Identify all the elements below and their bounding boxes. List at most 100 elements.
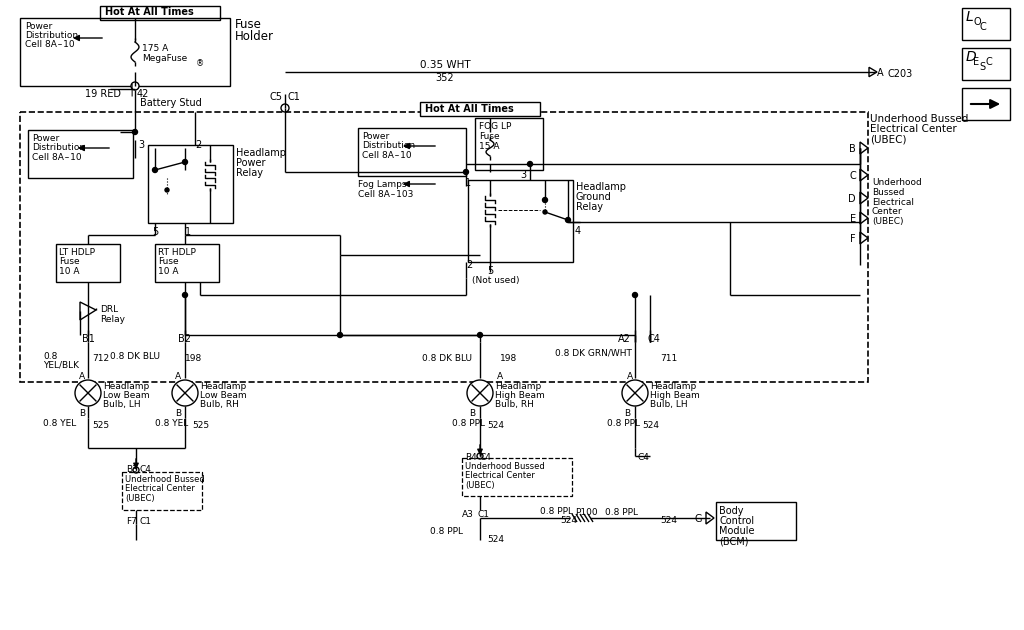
Text: Body: Body: [719, 506, 743, 516]
Text: Headlamp: Headlamp: [200, 382, 246, 391]
Text: Low Beam: Low Beam: [103, 391, 150, 400]
Text: 0.8 DK GRN/WHT: 0.8 DK GRN/WHT: [555, 349, 632, 358]
Text: Bulb, RH: Bulb, RH: [200, 400, 239, 409]
Circle shape: [75, 380, 101, 406]
Text: Bulb, RH: Bulb, RH: [495, 400, 534, 409]
Text: Electrical Center: Electrical Center: [465, 471, 535, 480]
Bar: [148, 145, 233, 223]
Text: 352: 352: [435, 73, 454, 83]
Bar: [962, 48, 1010, 80]
Text: Underhood Bussed: Underhood Bussed: [870, 114, 969, 124]
Text: B: B: [79, 409, 85, 418]
Circle shape: [131, 82, 139, 90]
Text: Fuse: Fuse: [59, 257, 80, 266]
Polygon shape: [869, 67, 877, 77]
Circle shape: [565, 217, 570, 222]
Text: A: A: [175, 372, 181, 381]
Circle shape: [172, 380, 198, 406]
Text: 0.8: 0.8: [43, 352, 57, 361]
Text: Fuse: Fuse: [479, 132, 500, 141]
Text: 198: 198: [185, 354, 203, 363]
Text: 524: 524: [487, 535, 504, 544]
Text: B: B: [849, 144, 856, 154]
Text: 524: 524: [487, 421, 504, 430]
Text: 175 A: 175 A: [142, 44, 168, 53]
Text: E: E: [973, 57, 979, 67]
Polygon shape: [860, 232, 868, 244]
Text: Electrical Center: Electrical Center: [870, 124, 956, 134]
Text: Relay: Relay: [100, 315, 125, 324]
Text: 3: 3: [520, 170, 526, 180]
Text: 2: 2: [466, 260, 472, 270]
Circle shape: [182, 292, 187, 297]
Text: (UBEC): (UBEC): [465, 481, 495, 490]
Circle shape: [338, 333, 342, 338]
Text: 0.8 PPL: 0.8 PPL: [605, 508, 638, 517]
Text: C1: C1: [287, 92, 300, 102]
Text: 711: 711: [660, 354, 677, 363]
Text: Power: Power: [32, 134, 59, 143]
Text: DRL: DRL: [100, 305, 118, 314]
Text: 0.35 WHT: 0.35 WHT: [420, 60, 471, 70]
Text: A: A: [877, 68, 884, 78]
Text: 4: 4: [575, 226, 582, 236]
Text: (UBEC): (UBEC): [872, 217, 903, 226]
Text: Battery Stud: Battery Stud: [140, 98, 202, 108]
Text: 1: 1: [185, 227, 191, 237]
Text: 0.8 DK BLU: 0.8 DK BLU: [422, 354, 472, 363]
Circle shape: [527, 161, 532, 166]
Text: Underhood Bussed: Underhood Bussed: [125, 475, 205, 484]
Bar: [122, 472, 202, 510]
Text: P100: P100: [575, 508, 598, 517]
Text: LT HDLP: LT HDLP: [59, 248, 95, 257]
Text: Low Beam: Low Beam: [200, 391, 247, 400]
Polygon shape: [706, 512, 714, 524]
Text: 5: 5: [152, 227, 159, 237]
Text: B3: B3: [126, 465, 138, 474]
Text: A: A: [627, 372, 633, 381]
Text: B: B: [175, 409, 181, 418]
Text: 0.8 PPL: 0.8 PPL: [607, 419, 640, 428]
Text: Electrical Center: Electrical Center: [125, 484, 195, 493]
Text: 5: 5: [486, 266, 494, 276]
Text: B: B: [469, 409, 475, 418]
Text: (Not used): (Not used): [472, 276, 519, 285]
Text: C4: C4: [648, 334, 660, 344]
Circle shape: [464, 169, 469, 175]
Text: A3: A3: [462, 510, 474, 519]
Text: Power: Power: [362, 132, 389, 141]
Bar: [962, 8, 1010, 40]
Text: Fuse: Fuse: [158, 257, 178, 266]
Text: 10 A: 10 A: [59, 267, 80, 276]
Circle shape: [132, 130, 137, 134]
Text: C: C: [849, 171, 856, 181]
Bar: [420, 102, 540, 116]
Polygon shape: [860, 142, 868, 154]
Circle shape: [165, 188, 169, 192]
Text: Control: Control: [719, 516, 754, 526]
Text: Hot At All Times: Hot At All Times: [425, 104, 514, 114]
Text: Distribution: Distribution: [32, 143, 85, 152]
Text: 524: 524: [642, 421, 659, 430]
Text: High Beam: High Beam: [650, 391, 699, 400]
Text: Bussed: Bussed: [872, 188, 904, 197]
Text: E: E: [850, 214, 856, 224]
Text: Relay: Relay: [575, 202, 603, 212]
Bar: [962, 88, 1010, 120]
Text: 524: 524: [660, 516, 677, 525]
Circle shape: [182, 159, 187, 164]
Text: 0.8 PPL: 0.8 PPL: [540, 507, 573, 516]
Text: Power: Power: [236, 158, 265, 168]
Text: High Beam: High Beam: [495, 391, 545, 400]
Text: Cell 8A – 103: Cell 8A – 103: [358, 190, 414, 199]
Text: Fog Lamps: Fog Lamps: [358, 180, 407, 189]
Text: 0.8 PPL: 0.8 PPL: [452, 419, 485, 428]
Text: Cell 8A – 10: Cell 8A – 10: [32, 153, 82, 162]
Text: B2: B2: [178, 334, 191, 344]
Text: YEL/BLK: YEL/BLK: [43, 360, 79, 369]
Text: B4: B4: [465, 453, 477, 462]
Text: C4: C4: [140, 465, 152, 474]
Text: 198: 198: [500, 354, 517, 363]
Text: C: C: [985, 57, 992, 67]
Text: Distribution: Distribution: [25, 31, 78, 40]
